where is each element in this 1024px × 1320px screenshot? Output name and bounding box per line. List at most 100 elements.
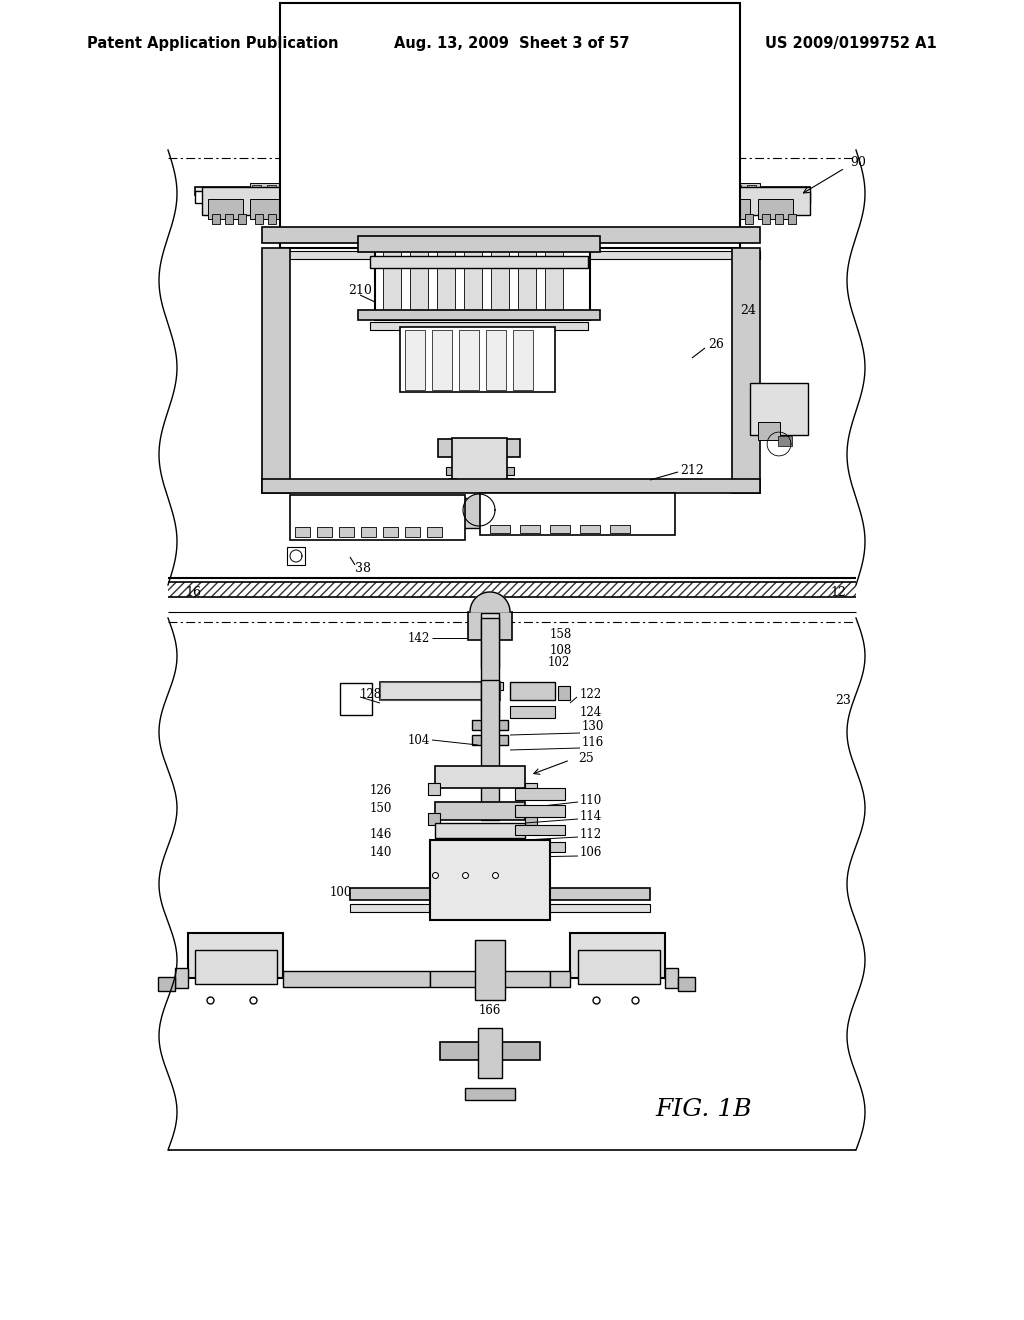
Text: 100: 100	[330, 887, 352, 899]
Bar	[339, 527, 354, 537]
Bar	[400, 327, 555, 392]
Bar	[158, 977, 175, 991]
Bar	[380, 682, 500, 700]
Bar	[465, 1088, 515, 1100]
Bar	[342, 185, 351, 190]
Bar	[459, 330, 479, 389]
Bar	[475, 616, 505, 628]
Bar	[578, 950, 660, 983]
Bar	[582, 185, 591, 190]
Bar	[370, 256, 588, 268]
Bar	[202, 187, 302, 215]
Bar	[283, 972, 430, 987]
Bar	[715, 199, 750, 219]
Bar	[188, 933, 283, 978]
Bar	[250, 199, 285, 219]
Bar	[452, 438, 507, 483]
Bar	[678, 977, 695, 991]
Bar	[464, 249, 482, 318]
Bar	[545, 249, 563, 318]
Bar	[505, 478, 513, 486]
Bar	[427, 527, 442, 537]
Bar	[672, 185, 681, 190]
Bar	[515, 842, 565, 851]
Bar	[580, 525, 600, 533]
Bar	[295, 527, 310, 537]
Text: 32: 32	[200, 950, 216, 964]
Bar	[778, 436, 792, 446]
Text: 112: 112	[580, 829, 602, 842]
Bar	[195, 187, 810, 195]
Text: US 2009/0199752 A1: US 2009/0199752 A1	[765, 36, 937, 50]
Bar	[387, 185, 396, 190]
Text: 150: 150	[370, 801, 392, 814]
Bar	[432, 185, 441, 190]
Bar	[775, 214, 783, 224]
Bar	[417, 185, 426, 190]
Bar	[746, 185, 756, 190]
Bar	[370, 322, 588, 330]
Bar	[750, 383, 808, 436]
Bar	[435, 803, 525, 820]
Text: 116: 116	[582, 735, 604, 748]
Bar	[238, 214, 246, 224]
Bar	[481, 612, 499, 668]
Bar	[430, 840, 550, 920]
Bar	[486, 330, 506, 389]
Bar	[430, 972, 550, 987]
Bar	[462, 185, 471, 190]
Bar	[168, 582, 856, 597]
Bar	[567, 185, 575, 190]
Bar	[195, 191, 810, 203]
Bar	[383, 527, 398, 537]
Text: 130: 130	[582, 721, 604, 734]
Bar	[312, 185, 321, 190]
Bar	[758, 199, 793, 219]
Bar	[290, 495, 465, 540]
Bar	[717, 185, 726, 190]
Bar	[550, 972, 570, 987]
Text: FIG. 1B: FIG. 1B	[655, 1098, 752, 1122]
Bar	[410, 249, 428, 318]
Text: 226: 226	[540, 483, 564, 496]
Text: 102: 102	[548, 656, 570, 669]
Bar	[430, 880, 550, 920]
Bar	[732, 185, 741, 190]
Text: 108: 108	[550, 644, 572, 656]
Bar	[478, 1028, 502, 1078]
Bar	[490, 249, 509, 318]
Bar	[358, 310, 600, 319]
Text: 12: 12	[830, 586, 846, 598]
Polygon shape	[463, 494, 495, 525]
Bar	[383, 249, 401, 318]
Text: 110: 110	[580, 793, 602, 807]
Text: 32: 32	[585, 950, 601, 964]
Bar	[212, 214, 220, 224]
Bar	[440, 1041, 540, 1060]
Bar	[262, 479, 760, 492]
Text: 23: 23	[835, 693, 851, 706]
Bar	[788, 214, 796, 224]
Bar	[515, 825, 565, 836]
Bar	[262, 227, 760, 243]
Bar	[350, 888, 650, 900]
Bar	[520, 525, 540, 533]
Polygon shape	[470, 591, 510, 612]
Text: 142: 142	[408, 631, 430, 644]
Bar	[430, 843, 530, 855]
Bar	[449, 478, 456, 486]
Bar	[280, 3, 740, 248]
Text: 104: 104	[408, 734, 430, 747]
Text: 25: 25	[578, 751, 594, 764]
Bar	[195, 950, 278, 983]
Bar	[518, 249, 536, 318]
Bar	[522, 185, 531, 190]
Bar	[481, 618, 499, 718]
Bar	[287, 546, 305, 565]
Bar	[430, 972, 550, 987]
Text: 209: 209	[305, 170, 329, 183]
Bar	[515, 805, 565, 817]
Bar	[406, 330, 425, 389]
Bar	[225, 214, 233, 224]
Bar	[446, 467, 514, 475]
